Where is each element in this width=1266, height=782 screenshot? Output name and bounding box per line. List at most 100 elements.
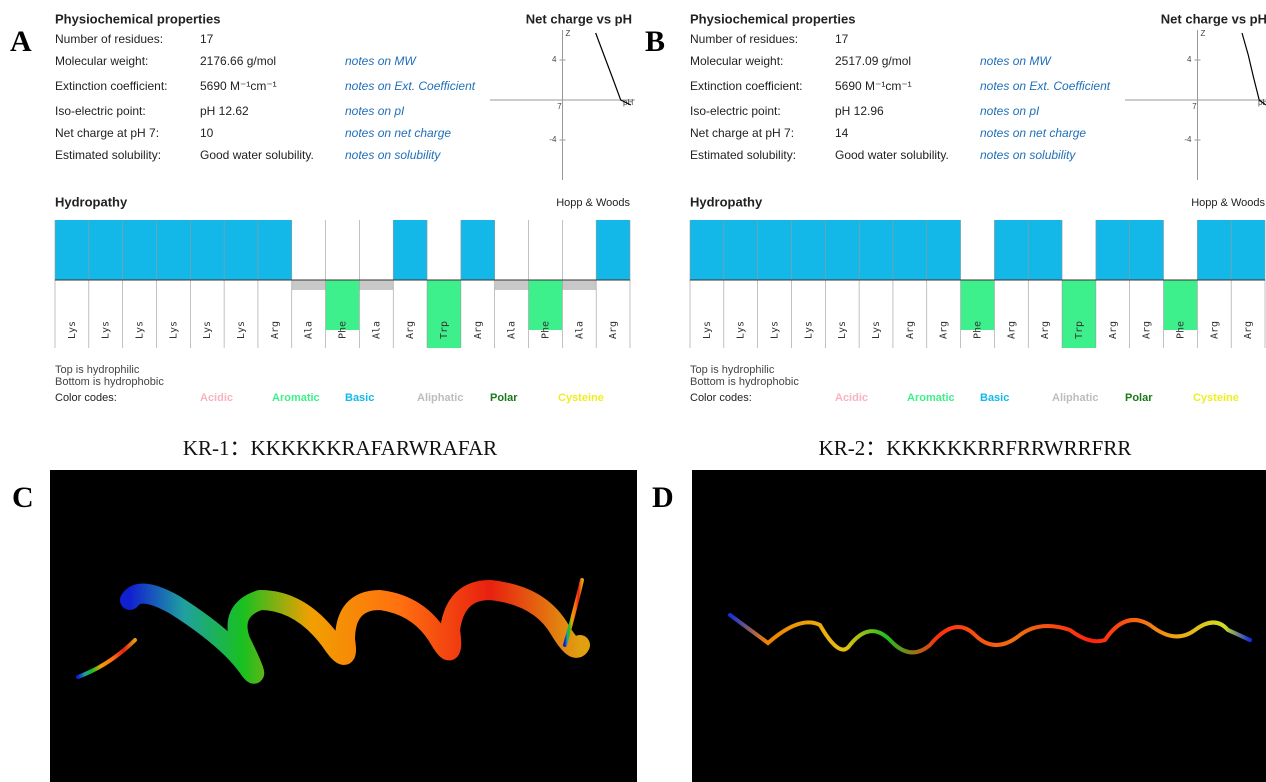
color-code: Polar xyxy=(490,392,518,404)
residue-label: Arg xyxy=(1108,321,1119,339)
bar xyxy=(258,220,292,280)
y-axis-label: Z xyxy=(566,29,571,38)
bar xyxy=(825,220,859,280)
residue-label: Lys xyxy=(236,321,247,339)
residue-label: Arg xyxy=(270,321,281,339)
residue-label: Phe xyxy=(338,321,349,339)
property-name: Net charge at pH 7: xyxy=(55,126,159,140)
property-name: Molecular weight: xyxy=(55,54,148,68)
residue-label: Arg xyxy=(608,321,619,339)
bar xyxy=(893,220,927,280)
property-name: Molecular weight: xyxy=(690,54,783,68)
residue-label: Ala xyxy=(574,321,585,339)
chart-title: Net charge vs pH xyxy=(1161,11,1266,26)
residue-label: Arg xyxy=(939,321,950,339)
color-code: Aliphatic xyxy=(417,392,463,404)
bar xyxy=(994,220,1028,280)
property-value: 10 xyxy=(200,126,214,140)
residue-label: Arg xyxy=(1040,321,1051,339)
property-note[interactable]: notes on MW xyxy=(345,54,417,68)
bar xyxy=(1130,220,1164,280)
bar xyxy=(89,220,123,280)
chart-title: Hydropathy xyxy=(55,194,128,209)
panel-label: A xyxy=(10,25,32,58)
color-code: Acidic xyxy=(835,392,868,404)
color-code: Aliphatic xyxy=(1052,392,1098,404)
property-value: 2176.66 g/mol xyxy=(200,54,276,68)
property-note[interactable]: notes on solubility xyxy=(980,148,1076,162)
bar xyxy=(596,220,630,280)
property-name: Number of residues: xyxy=(55,32,163,46)
residue-label: Arg xyxy=(405,321,416,339)
property-note[interactable]: notes on Ext. Coefficient xyxy=(980,79,1111,93)
properties-title: Physiochemical properties xyxy=(690,11,855,26)
property-note[interactable]: notes on net charge xyxy=(345,126,451,140)
residue-label: Lys xyxy=(736,321,747,339)
y-tick-label: -4 xyxy=(549,135,557,144)
bar xyxy=(55,220,89,280)
residue-label: Lys xyxy=(837,321,848,339)
color-code: Cysteine xyxy=(558,392,604,404)
chart-subtitle: Hopp & Woods xyxy=(556,197,630,209)
color-code: Polar xyxy=(1125,392,1153,404)
property-value: Good water solubility. xyxy=(200,148,314,162)
property-name: Number of residues: xyxy=(690,32,798,46)
legend-line: Bottom is hydrophobic xyxy=(690,376,799,388)
bar xyxy=(224,220,258,280)
structure-d-bg xyxy=(692,470,1266,782)
bar xyxy=(359,280,393,290)
page: {"panels": [ {"label": "A", "properties"… xyxy=(0,0,1266,782)
color-code: Basic xyxy=(980,392,1009,404)
residue-label: Trp xyxy=(1074,321,1085,339)
residue-label: Phe xyxy=(973,321,984,339)
bar xyxy=(1096,220,1130,280)
bar xyxy=(495,280,529,290)
property-note[interactable]: notes on net charge xyxy=(980,126,1086,140)
property-value: 5690 M⁻¹cm⁻¹ xyxy=(835,79,912,93)
caption: KR-1：KKKKKKRAFARWRAFAR xyxy=(183,436,497,460)
bar xyxy=(1231,220,1265,280)
property-note[interactable]: notes on Ext. Coefficient xyxy=(345,79,476,93)
charge-curve xyxy=(1242,33,1266,105)
chart-title: Hydropathy xyxy=(690,194,763,209)
property-note[interactable]: notes on pI xyxy=(980,104,1040,118)
bar xyxy=(859,220,893,280)
residue-label: Lys xyxy=(871,321,882,339)
color-code: Cysteine xyxy=(1193,392,1239,404)
residue-label: Arg xyxy=(1209,321,1220,339)
bar xyxy=(562,280,596,290)
x-axis-label: pH xyxy=(623,98,633,107)
residue-label: Phe xyxy=(540,321,551,339)
bar xyxy=(791,220,825,280)
property-note[interactable]: notes on MW xyxy=(980,54,1052,68)
bar xyxy=(758,220,792,280)
color-code: Acidic xyxy=(200,392,233,404)
panel-label: B xyxy=(645,25,665,58)
y-tick-label: 4 xyxy=(1187,55,1192,64)
legend-line: Top is hydrophilic xyxy=(690,364,775,376)
property-note[interactable]: notes on solubility xyxy=(345,148,441,162)
legend-codes-label: Color codes: xyxy=(690,392,752,404)
property-name: Estimated solubility: xyxy=(690,148,796,162)
legend-line: Top is hydrophilic xyxy=(55,364,140,376)
property-value: 5690 M⁻¹cm⁻¹ xyxy=(200,79,277,93)
bar xyxy=(927,220,961,280)
x-tick-label: 7 xyxy=(1192,102,1197,111)
bar xyxy=(690,220,724,280)
charge-curve xyxy=(596,33,631,105)
residue-label: Arg xyxy=(1142,321,1153,339)
property-value: pH 12.96 xyxy=(835,104,884,118)
chart-subtitle: Hopp & Woods xyxy=(1191,197,1265,209)
y-tick-label: -4 xyxy=(1184,135,1192,144)
property-name: Net charge at pH 7: xyxy=(690,126,794,140)
properties-title: Physiochemical properties xyxy=(55,11,220,26)
x-tick-label: 7 xyxy=(557,102,562,111)
panel-label: D xyxy=(652,481,674,514)
bar xyxy=(292,280,326,290)
property-note[interactable]: notes on pI xyxy=(345,104,405,118)
caption: KR-2：KKKKKKRRFRRWRRFRR xyxy=(819,436,1132,460)
residue-label: Lys xyxy=(803,321,814,339)
residue-label: Lys xyxy=(202,321,213,339)
bar xyxy=(393,220,427,280)
property-name: Estimated solubility: xyxy=(55,148,161,162)
